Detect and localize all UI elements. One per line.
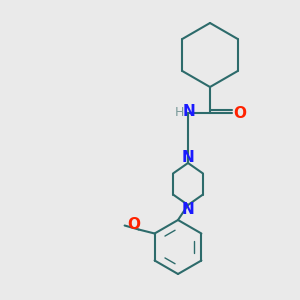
Text: N: N [182, 202, 194, 217]
Text: O: O [127, 217, 140, 232]
Text: O: O [233, 106, 247, 121]
Text: H: H [174, 106, 184, 118]
Text: N: N [182, 151, 194, 166]
Text: N: N [183, 104, 195, 119]
